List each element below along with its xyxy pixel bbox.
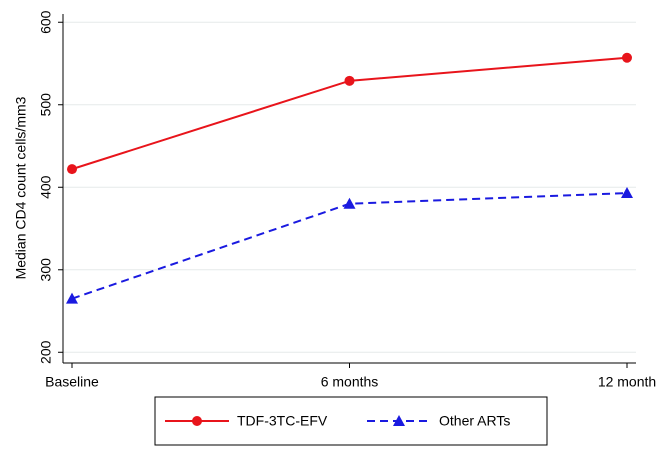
- legend-label: TDF-3TC-EFV: [237, 413, 328, 429]
- marker: [66, 292, 78, 304]
- y-tick-label: 300: [38, 258, 54, 282]
- marker: [622, 52, 632, 63]
- y-tick-label: 200: [38, 340, 54, 364]
- x-tick-label: 12 month: [598, 374, 656, 390]
- x-tick-label: 6 months: [321, 374, 379, 390]
- y-tick-label: 500: [38, 93, 54, 117]
- y-tick-label: 600: [38, 10, 54, 34]
- marker: [621, 187, 633, 199]
- marker: [67, 164, 77, 175]
- marker: [343, 197, 356, 209]
- marker: [344, 75, 355, 86]
- legend-label: Other ARTs: [439, 413, 510, 429]
- legend-marker: [393, 415, 405, 426]
- legend-marker: [192, 416, 202, 426]
- legend: TDF-3TC-EFV Other ARTs: [154, 396, 548, 446]
- x-tick-label: Baseline: [45, 374, 99, 390]
- y-tick-label: 400: [38, 175, 54, 199]
- y-axis-label: Median CD4 count cells/mm3: [13, 96, 29, 279]
